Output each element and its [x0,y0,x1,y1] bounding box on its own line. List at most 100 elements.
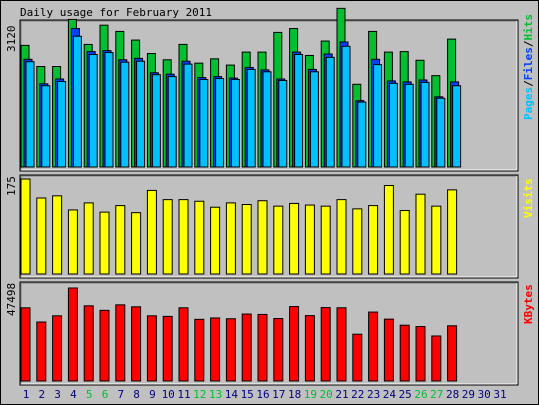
visits-bar [162,199,173,275]
panel-kbytes [19,281,519,386]
kbytes-bar [383,318,394,382]
visits-bar [415,193,426,275]
bars-layer [20,7,462,382]
visits-bar [20,178,31,275]
pages-bar [215,78,225,168]
day-label: 22 [351,388,364,401]
pages-bar [357,101,367,168]
pages-bar [373,64,383,168]
visits-bar [178,199,189,275]
pages-bar [436,97,446,168]
pages-bar [262,71,272,168]
day-label: 4 [70,388,77,401]
pages-bar [420,81,430,168]
pages-bar [120,61,130,168]
pages-bar [230,79,240,168]
visits-bar [399,209,410,275]
visits-bar [67,209,78,275]
day-label: 20 [320,388,333,401]
visits-bar [320,205,331,275]
kbytes-bar [304,315,315,382]
kbytes-bar [241,313,252,382]
hits-ymax-label: 3120 [5,26,18,53]
pages-bar [104,52,114,168]
pages-bar [57,80,67,168]
pages-bar [278,79,288,168]
pages-bar [309,71,319,168]
pages-bar [183,63,193,168]
day-label: 24 [383,388,397,401]
pages-bar [404,83,414,168]
kbytes-bar [83,305,94,382]
visits-bar [225,202,236,275]
pages-bar [25,61,35,168]
day-label: 14 [225,388,239,401]
kbytes-bar [415,326,426,382]
kbytes-bar [431,335,442,382]
pages-bar [246,68,256,168]
legend-pages: Pages [522,87,535,120]
day-label: 2 [38,388,45,401]
day-label: 29 [462,388,475,401]
kbytes-bar [67,287,78,382]
day-label: 6 [102,388,109,401]
visits-bar [99,211,110,275]
day-label: 25 [399,388,412,401]
pages-bar [294,54,304,168]
day-label: 13 [209,388,222,401]
legend-visits: Visits [522,178,535,218]
day-label: 30 [478,388,491,401]
kbytes-bar [115,304,126,382]
legend-pages-files-hits: Pages/Files/Hits [522,14,535,120]
visits-bar [257,200,268,275]
legend-kbytes: KBytes [522,284,535,324]
legend-sep-2: / [522,40,535,47]
kbytes-bar [336,307,347,382]
kbytes-bar [210,317,221,382]
pages-bar [452,85,462,168]
kbytes-bar [131,306,142,382]
day-label: 17 [272,388,285,401]
visits-bar [383,185,394,275]
pages-bar [136,60,146,168]
day-label: 23 [367,388,380,401]
visits-bar [115,205,126,275]
day-label: 1 [23,388,30,401]
kbytes-bar [257,313,268,382]
pages-bar [151,74,161,168]
visits-ymax-label: 175 [5,176,18,196]
kbytes-bar [178,307,189,382]
kbytes-bar [320,307,331,382]
pages-bar [88,54,98,168]
chart-title: Daily usage for February 2011 [20,6,212,19]
pages-bar [72,35,82,168]
visits-bar [83,202,94,275]
visits-bar [352,208,363,275]
visits-bar [273,205,284,275]
day-label: 8 [133,388,140,401]
visits-bar [289,202,300,275]
kbytes-bar [368,311,379,382]
kbytes-bar [99,309,110,382]
day-label: 28 [446,388,459,401]
kbytes-bar [52,315,63,382]
visits-bar [241,204,252,275]
day-label: 19 [304,388,317,401]
pages-bar [41,85,51,168]
kbytes-bar [273,318,284,382]
kbytes-bar [194,318,205,382]
day-label: 21 [335,388,348,401]
pages-bar [167,76,177,168]
kbytes-bar [162,315,173,382]
day-label: 16 [256,388,269,401]
day-label: 3 [54,388,61,401]
legend-files: Files [522,47,535,80]
day-label: 10 [162,388,175,401]
pages-bar [325,56,335,168]
legend-hits: Hits [522,14,535,41]
day-label: 12 [193,388,206,401]
day-label: 31 [493,388,506,401]
day-label: 11 [177,388,190,401]
day-label: 9 [149,388,156,401]
pages-bar [341,45,351,168]
